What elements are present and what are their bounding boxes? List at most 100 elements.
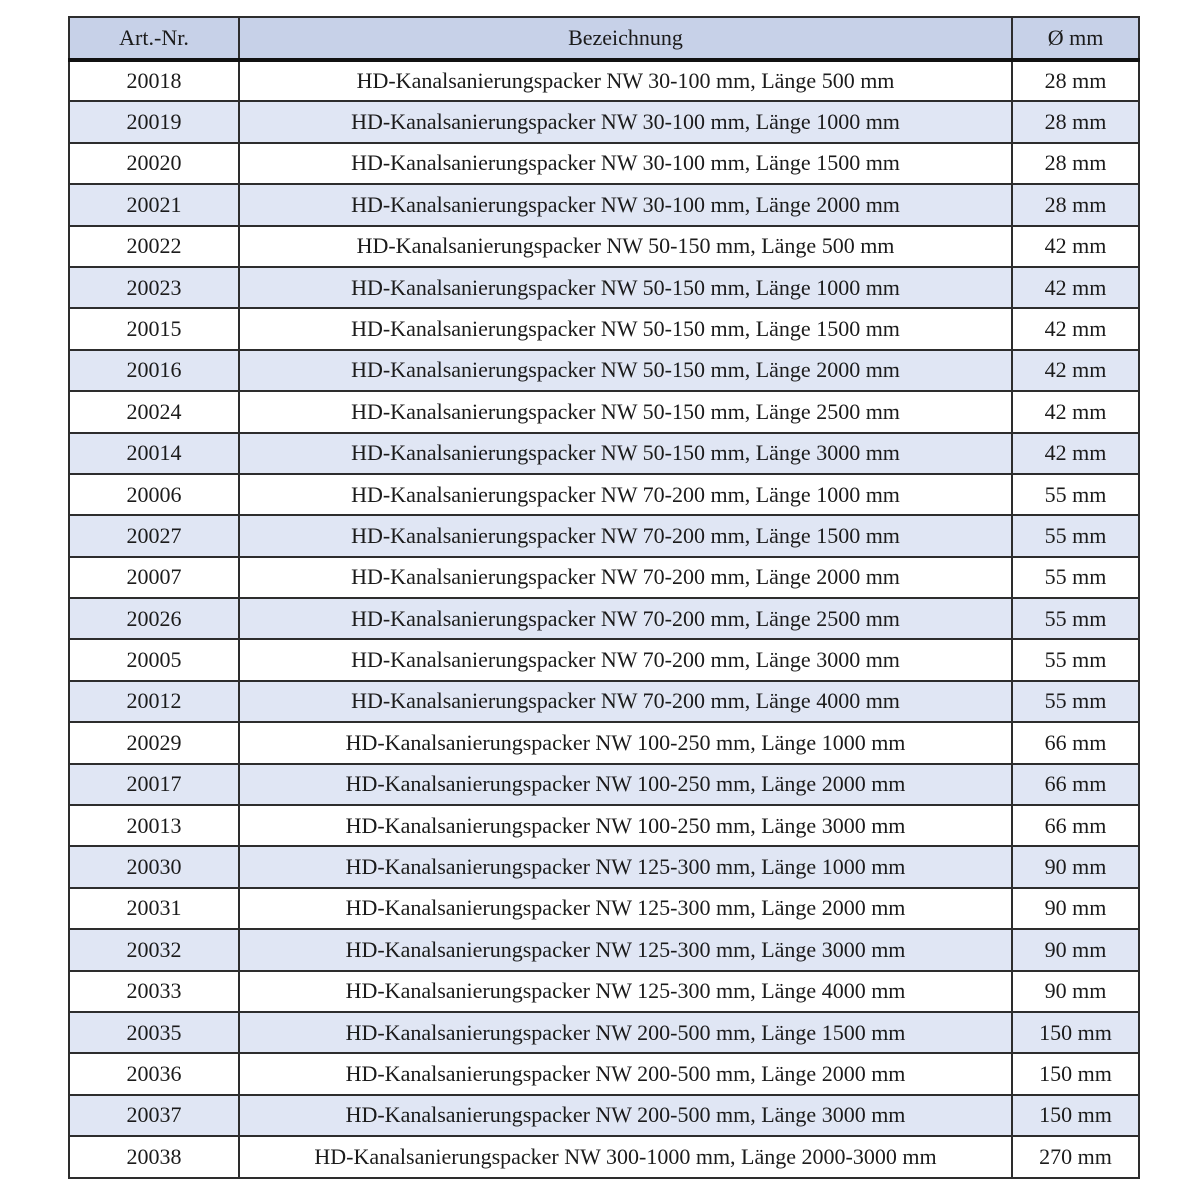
table-row: 20014 HD-Kanalsanierungspacker NW 50-150 … — [68, 431, 1140, 475]
diameter-cell: 90 mm — [1011, 969, 1140, 1013]
art-nr-cell: 20020 — [68, 141, 240, 186]
bezeichnung-cell: HD-Kanalsanierungspacker NW 125-300 mm, … — [238, 886, 1013, 931]
bezeichnung-cell: HD-Kanalsanierungspacker NW 200-500 mm, … — [238, 1052, 1013, 1096]
table-row: 20012 HD-Kanalsanierungspacker NW 70-200 … — [68, 679, 1140, 724]
art-nr-cell: 20017 — [68, 762, 240, 807]
table-row: 20033 HD-Kanalsanierungspacker NW 125-300… — [68, 969, 1140, 1013]
table-row: 20024 HD-Kanalsanierungspacker NW 50-150 … — [68, 390, 1140, 434]
bezeichnung-cell: HD-Kanalsanierungspacker NW 100-250 mm, … — [238, 762, 1013, 807]
bezeichnung-cell: HD-Kanalsanierungspacker NW 300-1000 mm,… — [238, 1135, 1013, 1179]
table-row: 20020 HD-Kanalsanierungspacker NW 30-100 … — [68, 141, 1140, 186]
art-nr-cell: 20032 — [68, 928, 240, 972]
diameter-cell: 42 mm — [1011, 431, 1140, 475]
table-body: 20018 HD-Kanalsanierungspacker NW 30-100 … — [68, 58, 1140, 1179]
table-row: 20030 HD-Kanalsanierungspacker NW 125-300… — [68, 845, 1140, 889]
bezeichnung-cell: HD-Kanalsanierungspacker NW 50-150 mm, L… — [238, 265, 1013, 310]
diameter-cell: 90 mm — [1011, 886, 1140, 931]
diameter-cell: 42 mm — [1011, 390, 1140, 434]
art-nr-cell: 20015 — [68, 307, 240, 351]
table-row: 20029 HD-Kanalsanierungspacker NW 100-250… — [68, 721, 1140, 765]
column-header-bezeichnung: Bezeichnung — [238, 16, 1013, 62]
diameter-cell: 66 mm — [1011, 762, 1140, 807]
bezeichnung-cell: HD-Kanalsanierungspacker NW 30-100 mm, L… — [238, 141, 1013, 186]
bezeichnung-cell: HD-Kanalsanierungspacker NW 125-300 mm, … — [238, 928, 1013, 972]
art-nr-cell: 20005 — [68, 638, 240, 682]
diameter-cell: 42 mm — [1011, 265, 1140, 310]
diameter-cell: 150 mm — [1011, 1010, 1140, 1055]
bezeichnung-cell: HD-Kanalsanierungspacker NW 70-200 mm, L… — [238, 679, 1013, 724]
art-nr-cell: 20018 — [68, 58, 240, 103]
table-row: 20036 HD-Kanalsanierungspacker NW 200-500… — [68, 1052, 1140, 1096]
column-header-diameter: Ø mm — [1011, 16, 1140, 62]
table-row: 20018 HD-Kanalsanierungspacker NW 30-100 … — [68, 58, 1140, 103]
bezeichnung-cell: HD-Kanalsanierungspacker NW 50-150 mm, L… — [238, 348, 1013, 393]
column-header-art-nr: Art.-Nr. — [68, 16, 240, 62]
diameter-cell: 28 mm — [1011, 141, 1140, 186]
table-row: 20016 HD-Kanalsanierungspacker NW 50-150 … — [68, 348, 1140, 393]
diameter-cell: 66 mm — [1011, 721, 1140, 765]
bezeichnung-cell: HD-Kanalsanierungspacker NW 125-300 mm, … — [238, 969, 1013, 1013]
table-row: 20006 HD-Kanalsanierungspacker NW 70-200 … — [68, 472, 1140, 517]
art-nr-cell: 20036 — [68, 1052, 240, 1096]
diameter-cell: 150 mm — [1011, 1052, 1140, 1096]
diameter-cell: 55 mm — [1011, 597, 1140, 641]
table-row: 20037 HD-Kanalsanierungspacker NW 200-500… — [68, 1093, 1140, 1138]
diameter-cell: 66 mm — [1011, 804, 1140, 848]
art-nr-cell: 20037 — [68, 1093, 240, 1138]
art-nr-cell: 20021 — [68, 183, 240, 227]
table-row: 20013 HD-Kanalsanierungspacker NW 100-250… — [68, 804, 1140, 848]
table-row: 20017 HD-Kanalsanierungspacker NW 100-250… — [68, 762, 1140, 807]
art-nr-cell: 20031 — [68, 886, 240, 931]
bezeichnung-cell: HD-Kanalsanierungspacker NW 70-200 mm, L… — [238, 472, 1013, 517]
art-nr-cell: 20012 — [68, 679, 240, 724]
art-nr-cell: 20033 — [68, 969, 240, 1013]
diameter-cell: 90 mm — [1011, 845, 1140, 889]
art-nr-cell: 20014 — [68, 431, 240, 475]
art-nr-cell: 20019 — [68, 100, 240, 144]
table-row: 20019 HD-Kanalsanierungspacker NW 30-100 … — [68, 100, 1140, 144]
bezeichnung-cell: HD-Kanalsanierungspacker NW 100-250 mm, … — [238, 804, 1013, 848]
table-row: 20032 HD-Kanalsanierungspacker NW 125-300… — [68, 928, 1140, 972]
table-row: 20026 HD-Kanalsanierungspacker NW 70-200 … — [68, 597, 1140, 641]
art-nr-cell: 20006 — [68, 472, 240, 517]
art-nr-cell: 20029 — [68, 721, 240, 765]
table-row: 20035 HD-Kanalsanierungspacker NW 200-500… — [68, 1010, 1140, 1055]
bezeichnung-cell: HD-Kanalsanierungspacker NW 70-200 mm, L… — [238, 514, 1013, 558]
diameter-cell: 270 mm — [1011, 1135, 1140, 1179]
art-nr-cell: 20038 — [68, 1135, 240, 1179]
product-table: Art.-Nr. Bezeichnung Ø mm 20018 HD-Kanals… — [68, 16, 1140, 1179]
art-nr-cell: 20026 — [68, 597, 240, 641]
art-nr-cell: 20030 — [68, 845, 240, 889]
diameter-cell: 55 mm — [1011, 514, 1140, 558]
diameter-cell: 150 mm — [1011, 1093, 1140, 1138]
bezeichnung-cell: HD-Kanalsanierungspacker NW 70-200 mm, L… — [238, 638, 1013, 682]
bezeichnung-cell: HD-Kanalsanierungspacker NW 50-150 mm, L… — [238, 307, 1013, 351]
diameter-cell: 42 mm — [1011, 224, 1140, 268]
bezeichnung-cell: HD-Kanalsanierungspacker NW 50-150 mm, L… — [238, 431, 1013, 475]
art-nr-cell: 20024 — [68, 390, 240, 434]
table-row: 20007 HD-Kanalsanierungspacker NW 70-200 … — [68, 555, 1140, 600]
diameter-cell: 55 mm — [1011, 555, 1140, 600]
art-nr-cell: 20023 — [68, 265, 240, 310]
bezeichnung-cell: HD-Kanalsanierungspacker NW 30-100 mm, L… — [238, 100, 1013, 144]
diameter-cell: 42 mm — [1011, 348, 1140, 393]
art-nr-cell: 20013 — [68, 804, 240, 848]
table-row: 20038 HD-Kanalsanierungspacker NW 300-100… — [68, 1135, 1140, 1179]
art-nr-cell: 20007 — [68, 555, 240, 600]
diameter-cell: 28 mm — [1011, 100, 1140, 144]
art-nr-cell: 20022 — [68, 224, 240, 268]
diameter-cell: 28 mm — [1011, 58, 1140, 103]
bezeichnung-cell: HD-Kanalsanierungspacker NW 200-500 mm, … — [238, 1010, 1013, 1055]
table-row: 20015 HD-Kanalsanierungspacker NW 50-150 … — [68, 307, 1140, 351]
diameter-cell: 42 mm — [1011, 307, 1140, 351]
header-row: Art.-Nr. Bezeichnung Ø mm — [68, 16, 1140, 62]
art-nr-cell: 20016 — [68, 348, 240, 393]
diameter-cell: 55 mm — [1011, 472, 1140, 517]
bezeichnung-cell: HD-Kanalsanierungspacker NW 200-500 mm, … — [238, 1093, 1013, 1138]
diameter-cell: 28 mm — [1011, 183, 1140, 227]
bezeichnung-cell: HD-Kanalsanierungspacker NW 70-200 mm, L… — [238, 555, 1013, 600]
diameter-cell: 90 mm — [1011, 928, 1140, 972]
bezeichnung-cell: HD-Kanalsanierungspacker NW 100-250 mm, … — [238, 721, 1013, 765]
bezeichnung-cell: HD-Kanalsanierungspacker NW 30-100 mm, L… — [238, 58, 1013, 103]
